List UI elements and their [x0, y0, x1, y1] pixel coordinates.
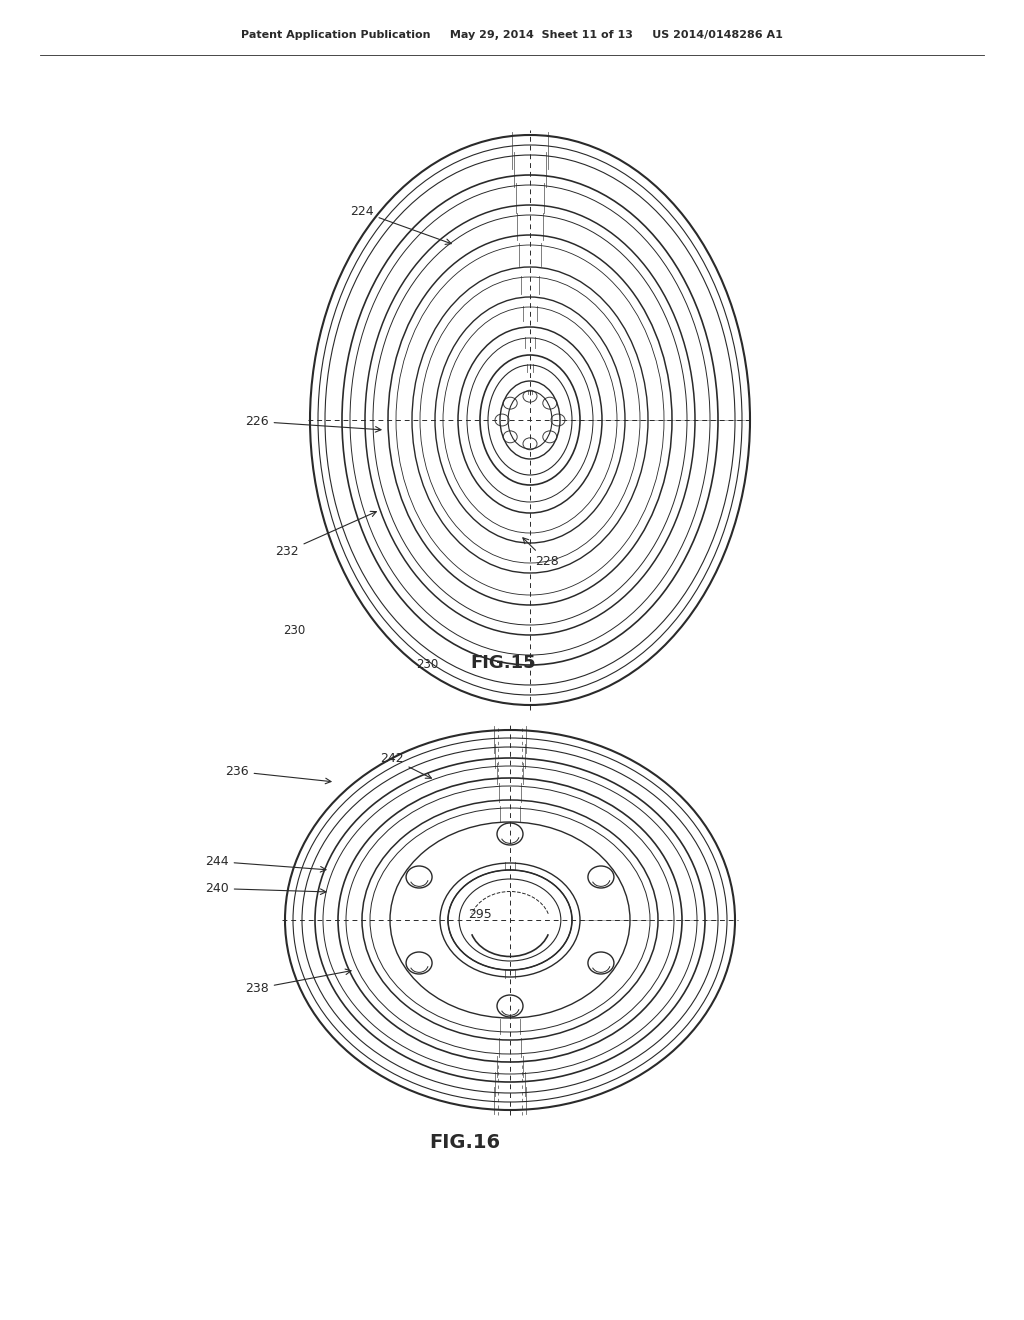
- Text: 238: 238: [245, 969, 351, 995]
- Text: 228: 228: [523, 537, 559, 568]
- Text: Patent Application Publication     May 29, 2014  Sheet 11 of 13     US 2014/0148: Patent Application Publication May 29, 2…: [241, 30, 783, 40]
- Text: 232: 232: [275, 511, 377, 558]
- Text: 230: 230: [283, 623, 305, 636]
- Text: 244: 244: [205, 855, 326, 873]
- Text: 240: 240: [205, 882, 326, 895]
- Text: 236: 236: [225, 766, 331, 784]
- Text: 226: 226: [245, 414, 381, 432]
- Text: 230: 230: [416, 657, 438, 671]
- Text: FIG.16: FIG.16: [429, 1133, 501, 1152]
- Text: 295: 295: [468, 908, 492, 921]
- Text: 224: 224: [350, 205, 452, 244]
- Text: 242: 242: [380, 752, 431, 779]
- Text: FIG.15: FIG.15: [470, 653, 536, 672]
